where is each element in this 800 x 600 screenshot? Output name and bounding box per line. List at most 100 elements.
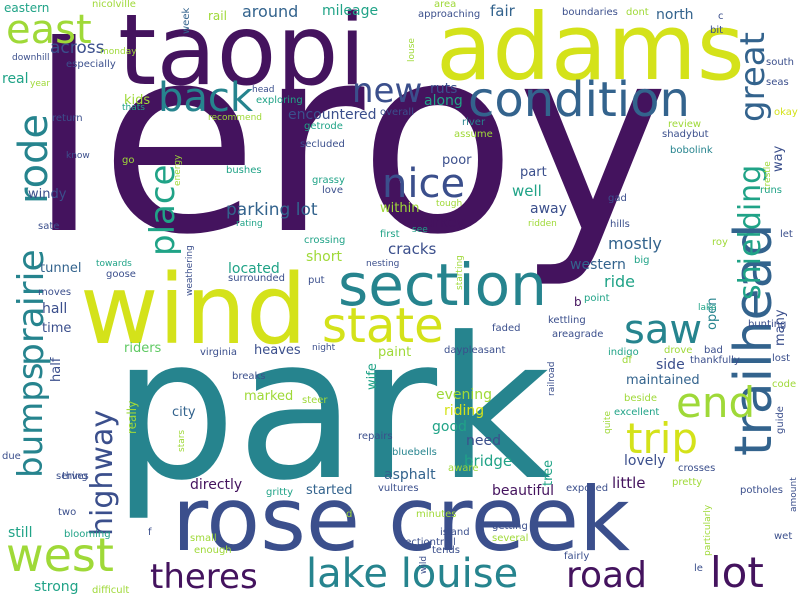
word-directly: directly <box>190 477 243 493</box>
word-ride: ride <box>604 272 636 291</box>
word-tree: tree <box>541 459 556 486</box>
word-put: put <box>308 275 325 286</box>
word-assume: assume <box>454 129 493 140</box>
word-energy: energy <box>173 154 183 186</box>
word-faded: faded <box>492 323 521 334</box>
word-bluebells: bluebells <box>392 447 437 458</box>
word-small: small <box>190 533 217 544</box>
word-several: several <box>492 533 529 544</box>
word-gad: gad <box>608 193 627 204</box>
word-sectiontrail: sectiontrail <box>400 537 456 548</box>
word-condition: condition <box>468 72 690 128</box>
word-western: western <box>570 257 626 273</box>
word-city: city <box>172 405 196 420</box>
word-marked: marked <box>244 389 294 404</box>
word-amount: amount <box>789 477 799 512</box>
word-south: south <box>766 57 794 68</box>
word-end: end <box>676 378 756 427</box>
word-dont: dont <box>626 7 649 18</box>
word-rail: rail <box>208 9 227 23</box>
word-overall: overall <box>380 107 414 118</box>
word-little: little <box>612 474 646 492</box>
word-way: way <box>771 145 786 172</box>
word-strong: strong <box>34 579 79 595</box>
word-wind: wind <box>80 254 307 366</box>
word-still: still <box>8 525 33 541</box>
word-bad: bad <box>704 345 723 356</box>
word-thankfully: thankfully <box>690 355 740 366</box>
word-eastern: eastern <box>4 1 50 15</box>
word-real: real <box>2 71 29 87</box>
word-night: night <box>312 343 336 353</box>
word-windy: windy <box>28 187 67 202</box>
word-particularly: particularly <box>703 504 713 556</box>
word-virginia: virginia <box>200 347 238 358</box>
word-beautiful: beautiful <box>492 483 555 499</box>
word-park: park <box>112 296 551 524</box>
word-kettling: kettling <box>548 315 586 326</box>
word-ridden: ridden <box>528 219 557 229</box>
word-guide: guide <box>775 406 786 434</box>
word-lake-louise: lake louise <box>306 551 519 597</box>
word-starting: starting <box>455 255 465 290</box>
word-need: need <box>466 433 501 449</box>
word-along: along <box>424 93 463 109</box>
word-well: well <box>512 182 542 200</box>
word-f: f <box>148 527 152 538</box>
word-indigo: indigo <box>608 347 639 358</box>
word-west: west <box>6 528 114 582</box>
word-east: east <box>6 7 92 53</box>
word-mileage: mileage <box>322 3 379 19</box>
word-monday: monday <box>100 47 137 57</box>
word-pretty: pretty <box>672 477 703 488</box>
word-crossing: crossing <box>304 235 346 246</box>
word-around: around <box>242 2 299 21</box>
word-within: within <box>380 201 420 216</box>
word-hall: hall <box>42 301 68 317</box>
word-area: area <box>434 0 457 10</box>
word-ruts: ruts <box>430 81 458 97</box>
word-river: river <box>462 117 486 128</box>
word-difficult: difficult <box>92 585 130 596</box>
word-time: time <box>42 321 72 336</box>
word-secluded: secluded <box>300 139 345 150</box>
word-new: new <box>352 71 423 111</box>
word-located: located <box>228 261 280 277</box>
word-roy: roy <box>712 237 728 248</box>
word-love: love <box>322 185 343 196</box>
word-nicolville: nicolville <box>92 0 136 10</box>
word-adams: adams <box>436 0 745 101</box>
word-across: across <box>50 38 105 58</box>
word-b: b <box>574 295 582 309</box>
word-minutes: minutes <box>416 509 457 520</box>
word-weathering: weathering <box>185 245 195 296</box>
word-lost: lost <box>772 353 791 364</box>
word-approaching: approaching <box>418 9 481 20</box>
word-started: started <box>306 483 353 498</box>
word-review: review <box>668 119 702 130</box>
word-week: week <box>181 7 192 34</box>
word-know: know <box>66 151 90 161</box>
word-bobolink: bobolink <box>670 145 713 156</box>
word-d: d <box>346 509 353 520</box>
word-areagrade: areagrade <box>552 329 604 340</box>
word-north: north <box>656 7 694 23</box>
word-great: great <box>733 32 773 122</box>
word-saw: saw <box>624 307 703 353</box>
word-paint: paint <box>378 345 412 360</box>
word-rose-creek: rose creek <box>172 468 630 571</box>
word-mostly: mostly <box>608 234 662 253</box>
word-especially: especially <box>66 59 116 70</box>
word-two: two <box>58 507 77 518</box>
word-bit: bit <box>710 25 724 36</box>
word-section: section <box>338 251 547 319</box>
word-blooming: blooming <box>64 529 111 540</box>
word-bridge: bridge <box>464 452 513 470</box>
word-fairly: fairly <box>564 551 590 562</box>
word-excellent: excellent <box>614 407 660 418</box>
word-drove: drove <box>664 345 693 356</box>
word-big: big <box>634 255 650 266</box>
word-part: part <box>520 165 547 180</box>
word-cracks: cracks <box>388 240 437 258</box>
word-side: side <box>656 357 685 373</box>
